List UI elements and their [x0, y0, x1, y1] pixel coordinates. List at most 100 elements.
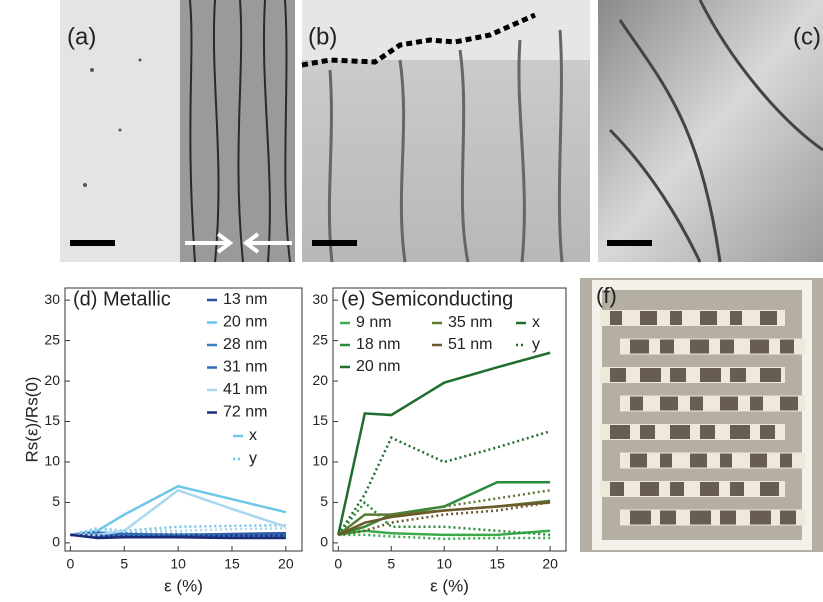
strip-dark — [690, 511, 711, 525]
panel-label: (c) — [793, 23, 821, 50]
strip-dark — [610, 482, 624, 496]
strip-dark — [630, 397, 643, 411]
strip-dark — [730, 368, 746, 382]
panel-label: (f) — [596, 283, 617, 308]
legend-label: 41 nm — [223, 381, 267, 398]
strip-dark — [670, 368, 686, 382]
strip-dark — [700, 368, 721, 382]
x-axis-label: ε (%) — [164, 576, 203, 595]
figure: (a) (b) (c) (f) 0 5 10 15 20 25 30 0 5 10 15 20 ε (%… — [0, 0, 823, 597]
strip-dark — [720, 397, 738, 411]
chart-title: (d) Metallic — [73, 288, 171, 310]
strip-dark — [730, 311, 742, 325]
strip-dark — [700, 311, 717, 325]
x-tick-label: 10 — [436, 556, 452, 572]
y-tick-label: 30 — [44, 291, 60, 307]
y-tick-label: 15 — [312, 412, 328, 428]
legend-label: 35 nm — [448, 314, 492, 331]
strip-dark — [660, 454, 672, 468]
strip-dark — [690, 454, 707, 468]
strip — [620, 396, 805, 412]
strip-dark — [750, 454, 767, 468]
strip-dark — [720, 340, 734, 354]
legend-label: 51 nm — [448, 336, 492, 353]
x-tick-label: 10 — [170, 556, 186, 572]
x-tick-label: 15 — [224, 556, 240, 572]
y-tick-label: 5 — [52, 493, 60, 509]
strip — [600, 367, 785, 383]
strip-dark — [750, 511, 771, 525]
y-tick-label: 20 — [312, 372, 328, 388]
strip-dark — [610, 368, 626, 382]
scale-bar — [312, 240, 357, 246]
legend-label: 9 nm — [356, 314, 392, 331]
strip-dark — [780, 511, 796, 525]
y-tick-label: 20 — [44, 372, 60, 388]
strip-dark — [760, 425, 775, 439]
strip-dark — [630, 511, 651, 525]
strip-dark — [720, 454, 732, 468]
strip — [600, 310, 785, 326]
strip-dark — [720, 511, 736, 525]
legend-label: 20 nm — [356, 358, 400, 375]
y-tick-label: 30 — [312, 291, 328, 307]
strip — [620, 453, 805, 469]
legend-label: 20 nm — [223, 314, 267, 331]
strip-dark — [640, 425, 655, 439]
x-tick-label: 5 — [387, 556, 395, 572]
scale-bar — [607, 240, 652, 246]
panel-label: (a) — [67, 23, 96, 50]
strip-dark — [640, 368, 661, 382]
strip — [600, 481, 785, 497]
legend-label: 28 nm — [223, 336, 267, 353]
strip-dark — [700, 482, 719, 496]
chart-title: (e) Semiconducting — [341, 288, 513, 310]
y-tick-label: 25 — [312, 331, 328, 347]
x-axis-label: ε (%) — [430, 576, 469, 595]
legend-label: 18 nm — [356, 336, 400, 353]
legend-label: 13 nm — [223, 291, 267, 308]
strip-dark — [690, 340, 709, 354]
strip-dark — [640, 311, 657, 325]
y-tick-label: 0 — [52, 534, 60, 550]
x-tick-label: 20 — [278, 556, 294, 572]
strip-dark — [660, 511, 676, 525]
legend-label: x — [532, 314, 540, 331]
strip-dark — [760, 368, 781, 382]
y-tick-label: 15 — [44, 412, 60, 428]
panel-label: (b) — [308, 23, 337, 50]
strip-dark — [690, 397, 703, 411]
strip-dark — [730, 425, 750, 439]
strip-dark — [730, 482, 744, 496]
strip-dark — [780, 397, 798, 411]
strip-dark — [630, 340, 649, 354]
strip-dark — [610, 311, 622, 325]
y-tick-label: 0 — [320, 534, 328, 550]
strip-dark — [700, 425, 715, 439]
strip-dark — [780, 454, 792, 468]
strip-dark — [760, 482, 779, 496]
y-axis-label: Rs(ε)/Rs(0) — [22, 377, 41, 463]
strip-dark — [630, 454, 647, 468]
image-b-top — [302, 0, 590, 60]
legend-label: 31 nm — [223, 359, 267, 376]
y-tick-label: 25 — [44, 331, 60, 347]
y-tick-label: 5 — [320, 493, 328, 509]
strip-dark — [760, 311, 777, 325]
strip-dark — [640, 482, 659, 496]
strip-dark — [780, 340, 794, 354]
y-tick-label: 10 — [312, 453, 328, 469]
legend-label: y — [249, 450, 257, 467]
scale-bar — [70, 240, 115, 246]
legend-label: x — [249, 427, 257, 444]
strip-dark — [610, 425, 630, 439]
charts: 0 5 10 15 20 25 30 0 5 10 15 20 ε (%) Rs(ε)/Rs(0) (d) … — [22, 288, 566, 595]
x-tick-label: 5 — [120, 556, 128, 572]
image-a-right — [180, 0, 295, 262]
legend-label: y — [532, 336, 540, 353]
x-tick-label: 0 — [334, 556, 342, 572]
x-tick-label: 20 — [542, 556, 558, 572]
strip-dark — [660, 340, 674, 354]
legend-label: 72 nm — [223, 404, 267, 421]
strip-dark — [750, 397, 763, 411]
